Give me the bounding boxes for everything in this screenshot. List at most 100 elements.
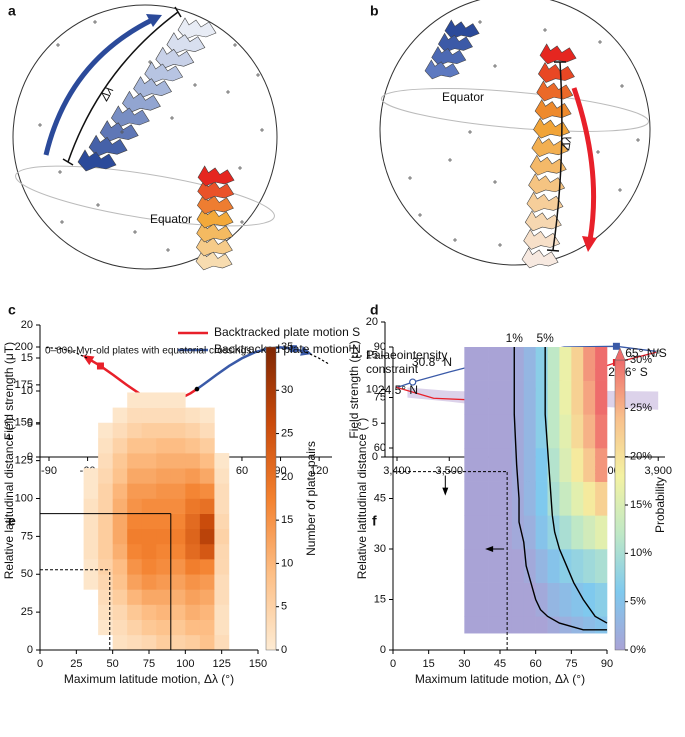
heat-cell [83, 468, 99, 484]
heat-cell [170, 392, 186, 408]
heat-cell [83, 498, 99, 514]
x-tick-label: 15 [423, 658, 435, 670]
y-tick-label: 30 [374, 543, 386, 555]
heat-cell [488, 616, 501, 634]
heat-cell [464, 616, 477, 634]
heat-cell [583, 515, 596, 550]
heat-cell [559, 515, 572, 550]
y-tick-label: 0 [372, 451, 378, 463]
colorbar-tick-label: 0% [630, 644, 646, 656]
heat-cell [112, 559, 128, 575]
heat-cell [98, 437, 113, 454]
heat-cell [488, 549, 501, 583]
heat-cell [571, 481, 584, 516]
heat-cell [127, 513, 143, 530]
heat-cell [547, 616, 560, 634]
heat-cell [170, 543, 186, 560]
heat-cell [98, 513, 113, 530]
line [305, 351, 331, 365]
annotation: 22.6° S [608, 365, 648, 379]
heat-cell [559, 347, 572, 381]
heat-cell [141, 559, 157, 575]
heat-cell [476, 616, 489, 634]
heat-cell [595, 448, 608, 482]
heat-cell [547, 347, 560, 381]
x-tick-label: 75 [565, 658, 577, 670]
heat-cell [547, 549, 560, 583]
heat-cell [214, 574, 230, 590]
heat-cell [500, 515, 513, 550]
annotation: 65° N/S [625, 346, 666, 360]
colorbar-tick-label: 5% [630, 596, 646, 608]
heat-cell [185, 468, 201, 484]
heat-cell [214, 483, 230, 499]
heat-cell [523, 347, 536, 381]
y-tick-label: 0 [380, 644, 386, 656]
colorbar-tick-label: 25 [281, 427, 293, 439]
heat-cell [464, 549, 477, 583]
heat-cell [199, 407, 215, 424]
heat-cell [156, 559, 172, 575]
heat-cell [199, 528, 215, 545]
heat-cell [511, 549, 525, 583]
heat-cell [488, 448, 501, 482]
x-tick-label: 3,900 [644, 465, 672, 477]
heat-cell [112, 528, 128, 545]
heat-cell [141, 619, 157, 636]
delta-bracket [67, 11, 179, 163]
y-tick-label: 15 [374, 593, 386, 605]
heat-cell [156, 619, 172, 636]
heat-cell [547, 448, 560, 482]
heat-cell [98, 589, 113, 605]
heat-cell [185, 589, 201, 605]
heat-cell [112, 483, 128, 499]
colorbar-tick-label: 20% [630, 451, 652, 463]
heat-cell [500, 616, 513, 634]
x-tick-label: 100 [176, 658, 194, 670]
y-tick-label: 15 [366, 350, 378, 362]
y-axis-label: Relative latitudinal distance (°) [355, 418, 369, 580]
heat-cell [523, 414, 536, 449]
heat-cell [583, 414, 596, 449]
arrowhead [442, 487, 449, 496]
heat-cell [98, 574, 113, 590]
heat-cell [571, 448, 584, 482]
heat-cell [156, 453, 172, 469]
colorbar-extend [614, 347, 626, 361]
bracket-cap [546, 249, 560, 252]
heat-cell [127, 437, 143, 454]
heat-cell [185, 498, 201, 514]
heat-cell [127, 498, 143, 514]
heat-cell [141, 528, 157, 545]
heat-cell [141, 634, 157, 651]
heat-cell [98, 604, 113, 620]
x-tick-label: 3,500 [435, 465, 463, 477]
heat-cell [127, 559, 143, 575]
heat-cell [98, 468, 113, 484]
y-tick-label: 175 [15, 379, 33, 391]
heat-cell [500, 481, 513, 516]
heat-cell [583, 448, 596, 482]
heat-cell [464, 582, 477, 617]
contour-label: 5% [537, 331, 555, 345]
colorbar-tick-label: 30 [281, 384, 293, 396]
y-tick-label: 75 [21, 530, 33, 542]
heat-cell [595, 515, 608, 550]
colorbar-tick-label: 30% [630, 354, 652, 366]
constraint-label: Palaeointensity [366, 348, 447, 362]
heat-cell [185, 604, 201, 620]
heat-cell [112, 543, 128, 560]
bracket-cap [174, 6, 182, 18]
heat-cell [127, 574, 143, 590]
heat-cell [199, 604, 215, 620]
y-tick-label: 5 [372, 417, 378, 429]
heat-cell [170, 559, 186, 575]
y-tick-label: 20 [21, 319, 33, 331]
heat-cell [112, 619, 128, 636]
heat-cell [98, 543, 113, 560]
y-tick-label: 25 [21, 606, 33, 618]
x-tick-label: 90 [274, 465, 286, 477]
heat-cell [185, 559, 201, 575]
heat-cell [156, 498, 172, 514]
y-axis-label: Relative latitudinal distance (°) [2, 418, 16, 580]
